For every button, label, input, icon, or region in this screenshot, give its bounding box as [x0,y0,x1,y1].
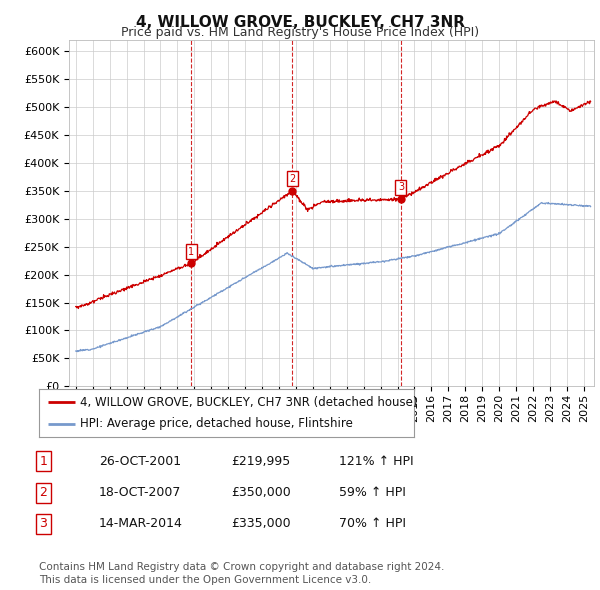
Text: 4, WILLOW GROVE, BUCKLEY, CH7 3NR (detached house): 4, WILLOW GROVE, BUCKLEY, CH7 3NR (detac… [80,396,418,409]
Text: 18-OCT-2007: 18-OCT-2007 [99,486,181,499]
Text: 1: 1 [188,247,194,257]
Text: Contains HM Land Registry data © Crown copyright and database right 2024.
This d: Contains HM Land Registry data © Crown c… [39,562,445,585]
Text: 1: 1 [39,455,47,468]
Text: £219,995: £219,995 [231,455,290,468]
Text: 59% ↑ HPI: 59% ↑ HPI [339,486,406,499]
Text: 3: 3 [39,517,47,530]
Text: HPI: Average price, detached house, Flintshire: HPI: Average price, detached house, Flin… [80,417,353,430]
Text: 121% ↑ HPI: 121% ↑ HPI [339,455,413,468]
Text: 14-MAR-2014: 14-MAR-2014 [99,517,183,530]
Text: 70% ↑ HPI: 70% ↑ HPI [339,517,406,530]
Text: £350,000: £350,000 [231,486,291,499]
Text: Price paid vs. HM Land Registry's House Price Index (HPI): Price paid vs. HM Land Registry's House … [121,26,479,39]
Text: 4, WILLOW GROVE, BUCKLEY, CH7 3NR: 4, WILLOW GROVE, BUCKLEY, CH7 3NR [136,15,464,30]
Text: 2: 2 [39,486,47,499]
Text: 2: 2 [289,174,296,184]
Text: 3: 3 [398,182,404,192]
Text: 26-OCT-2001: 26-OCT-2001 [99,455,181,468]
Text: £335,000: £335,000 [231,517,290,530]
